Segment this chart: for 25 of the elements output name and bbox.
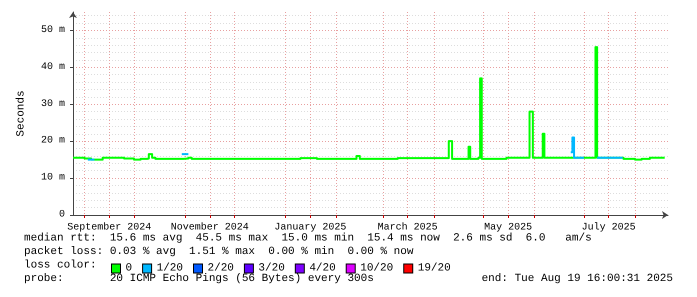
legend-label: 10/20 [360,262,394,274]
y-tick-label: 30 m [40,98,65,110]
x-tick-label: May 2025 [484,222,532,234]
legend-label: 4/20 [309,262,336,274]
text: packet loss: 0.03 % avg 1.51 % max 0.00 % min 0.00 % now [24,246,414,258]
y-tick-label: 10 m [40,172,65,184]
legend-label: 2/20 [208,262,234,274]
y-tick-label: 0 [58,210,65,220]
x-tick-label: March 2025 [378,222,438,234]
y-tick-label: 50 m [40,24,65,36]
text: median rtt: 15.6 ms avg 45.5 ms max 15.0 ms min 15.4 ms now 2.6 ms sd 6.0 am/s [24,232,592,244]
legend-label: 3/20 [258,262,285,274]
legend-label: 1/20 [156,262,184,274]
text: probe: 20 ICMP Echo Pings (56 Bytes) every 300s [24,273,374,285]
x-tick-label: September 2024 [67,222,152,234]
x-tick-label: January 2025 [274,222,346,234]
legend-title: loss color: [24,260,97,272]
y-tick-label: 20 m [40,136,65,147]
x-tick-label: November 2024 [170,222,249,234]
legend-label: 0 [126,262,132,274]
legend-label: 19/20 [418,262,451,274]
y-axis-title: Seconds [16,90,28,137]
text: end: Tue Aug 19 16:00:31 2025 [482,273,674,285]
y-tick-label: 40 m [40,62,65,73]
x-tick-label: July 2025 [582,222,636,234]
